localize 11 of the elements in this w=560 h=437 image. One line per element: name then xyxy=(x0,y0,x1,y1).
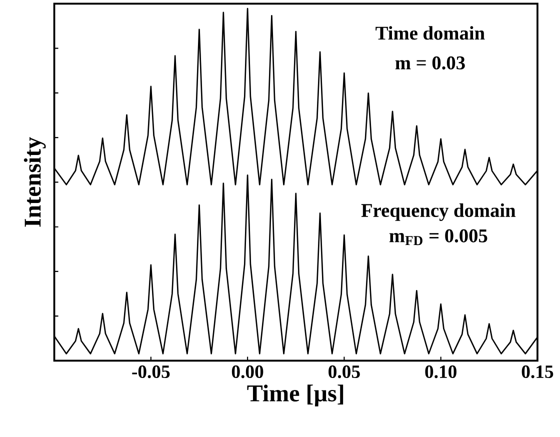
annotation: m = 0.03 xyxy=(395,56,465,70)
annotation: m$_{FD}$ = 0.005 xyxy=(389,229,488,246)
annotation: Time domain xyxy=(376,26,485,40)
y-axis-title: Intensity xyxy=(24,137,46,227)
x-tick-label: 0.00 xyxy=(232,365,264,378)
x-tick-label: -0.05 xyxy=(132,365,170,378)
x-axis-title: Time [µs] xyxy=(247,384,344,406)
x-tick-label: 0.10 xyxy=(425,365,456,378)
x-tick-label: 0.15 xyxy=(522,365,554,378)
annotation: Frequency domain xyxy=(361,203,516,221)
x-tick-label: 0.05 xyxy=(328,365,360,378)
